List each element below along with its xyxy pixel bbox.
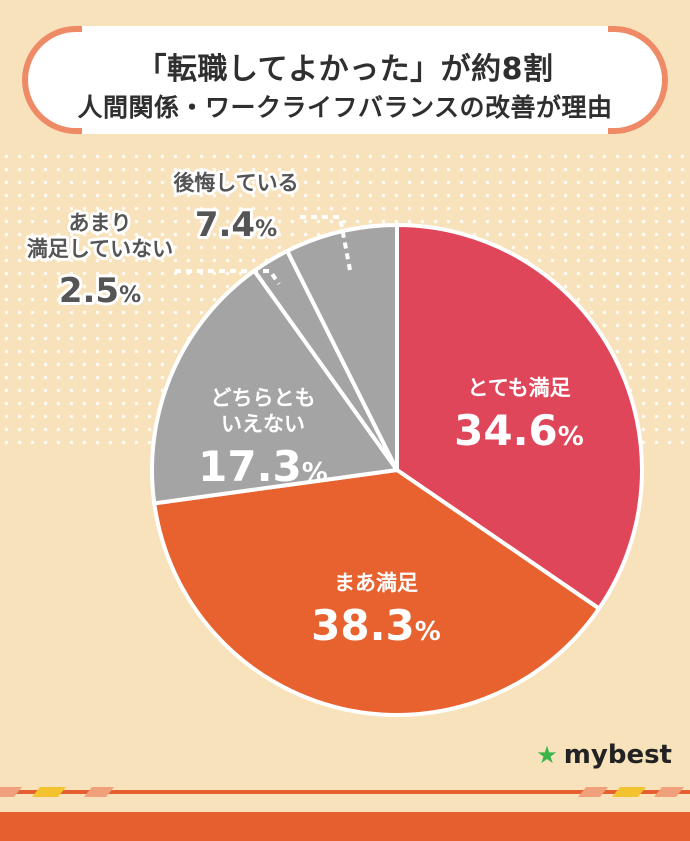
slice-regret bbox=[285, 223, 399, 472]
slice-label-text: 後悔している bbox=[173, 171, 298, 195]
slice-somewhat-satisfied-label: まあ満足 38.3% bbox=[311, 571, 441, 650]
slice-value-label: 7.4% bbox=[195, 205, 277, 245]
chart-title: 「転職してよかった」が約8割 bbox=[136, 52, 554, 87]
slice-value-label: 38.3% bbox=[311, 601, 441, 650]
slice-very-satisfied bbox=[395, 223, 644, 611]
slice-neutral bbox=[150, 268, 399, 506]
mybest-logo: ★ mybest bbox=[536, 740, 672, 770]
slice-label-text: どちらとも bbox=[211, 386, 316, 410]
leader-lines bbox=[175, 215, 352, 286]
pie-slices bbox=[150, 223, 644, 717]
slice-value-label: 17.3% bbox=[198, 442, 328, 491]
title-banner: 「転職してよかった」が約8割 人間関係・ワークライフバランスの改善が理由 bbox=[22, 26, 668, 134]
leader-line bbox=[300, 215, 352, 271]
slice-label-text: あまり bbox=[69, 211, 132, 235]
slice-very-satisfied-label: とても満足 34.6% bbox=[454, 376, 584, 455]
decorative-stripe bbox=[0, 790, 690, 794]
slice-value-label: 2.5% bbox=[59, 271, 141, 311]
star-icon: ★ bbox=[536, 741, 558, 769]
decorative-dashes bbox=[0, 787, 684, 797]
chart-subtitle: 人間関係・ワークライフバランスの改善が理由 bbox=[77, 93, 613, 122]
slice-label-text: 満足していない bbox=[27, 237, 173, 261]
bottom-bar bbox=[0, 812, 690, 841]
logo-text: mybest bbox=[563, 740, 672, 770]
slice-value-label: 34.6% bbox=[454, 406, 584, 455]
slice-somewhat-satisfied bbox=[152, 468, 602, 717]
slice-label-text: いえない bbox=[221, 412, 305, 436]
slice-label-text: まあ満足 bbox=[334, 571, 418, 595]
slice-label-text: とても満足 bbox=[467, 376, 570, 400]
slice-regret-label: 後悔している 7.4% bbox=[170, 168, 301, 248]
